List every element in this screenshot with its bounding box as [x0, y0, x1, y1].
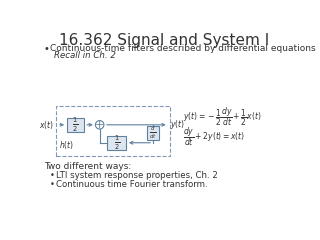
Text: Continuous time Fourier transform.: Continuous time Fourier transform.: [55, 180, 207, 190]
Bar: [55, 106, 170, 156]
Text: Two different ways:: Two different ways:: [44, 162, 131, 171]
Text: $\dfrac{dy}{dt} + 2y(t) = x(t)$: $\dfrac{dy}{dt} + 2y(t) = x(t)$: [183, 126, 245, 148]
Text: +: +: [95, 120, 104, 130]
Text: $x(t)$: $x(t)$: [39, 119, 54, 131]
Text: $\frac{1}{2}$: $\frac{1}{2}$: [114, 134, 120, 152]
Text: LTI system response properties, Ch. 2: LTI system response properties, Ch. 2: [55, 171, 217, 180]
Text: $\frac{1}{2}$: $\frac{1}{2}$: [72, 116, 79, 134]
Bar: [147, 126, 159, 140]
Text: •: •: [49, 180, 54, 190]
Bar: [108, 136, 126, 150]
Bar: [67, 118, 84, 132]
Text: $h(t)$: $h(t)$: [59, 139, 74, 151]
Text: $y(t)$: $y(t)$: [170, 118, 185, 131]
Text: •: •: [49, 171, 54, 180]
Text: Continuous-time filters described by differential equations: Continuous-time filters described by dif…: [50, 44, 316, 53]
Text: Recall in Ch. 2: Recall in Ch. 2: [54, 51, 116, 60]
Text: •: •: [44, 44, 50, 54]
Text: $\frac{d}{dt}$: $\frac{d}{dt}$: [149, 125, 157, 141]
Text: 16.362 Signal and System I: 16.362 Signal and System I: [59, 33, 269, 48]
Text: $y(t) = -\dfrac{1}{2}\dfrac{dy}{dt} + \dfrac{1}{2}x(t)$: $y(t) = -\dfrac{1}{2}\dfrac{dy}{dt} + \d…: [183, 106, 262, 128]
